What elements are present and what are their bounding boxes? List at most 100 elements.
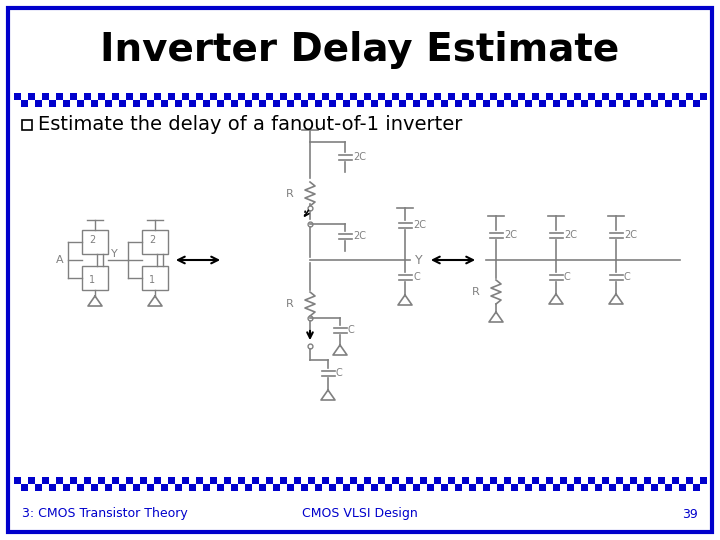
Bar	[140, 93, 147, 100]
Bar	[378, 484, 385, 491]
Bar	[427, 477, 434, 484]
Bar	[224, 484, 231, 491]
Bar	[203, 477, 210, 484]
Bar	[427, 93, 434, 100]
Bar	[84, 477, 91, 484]
Bar	[504, 93, 511, 100]
Bar	[609, 477, 616, 484]
Text: 2C: 2C	[353, 231, 366, 241]
Bar	[70, 484, 77, 491]
Bar	[679, 93, 686, 100]
Bar	[210, 93, 217, 100]
Bar	[539, 93, 546, 100]
Bar	[532, 100, 539, 107]
Bar	[189, 477, 196, 484]
Bar	[392, 484, 399, 491]
Bar	[420, 477, 427, 484]
Bar	[315, 477, 322, 484]
Bar	[595, 100, 602, 107]
Bar	[490, 100, 497, 107]
Bar	[623, 484, 630, 491]
Text: C: C	[564, 272, 571, 282]
Bar	[686, 100, 693, 107]
Bar	[525, 100, 532, 107]
Bar	[301, 100, 308, 107]
Bar	[364, 93, 371, 100]
Bar	[49, 484, 56, 491]
Bar	[126, 484, 133, 491]
Text: 1: 1	[149, 275, 155, 285]
Text: 1: 1	[89, 275, 95, 285]
Bar	[532, 93, 539, 100]
Bar	[217, 100, 224, 107]
Bar	[77, 93, 84, 100]
Bar	[35, 93, 42, 100]
Bar	[686, 477, 693, 484]
Bar	[49, 100, 56, 107]
Bar	[82, 266, 108, 290]
Bar	[189, 100, 196, 107]
Bar	[511, 477, 518, 484]
Bar	[350, 484, 357, 491]
Bar	[602, 100, 609, 107]
Bar	[546, 484, 553, 491]
Bar	[280, 484, 287, 491]
Bar	[196, 93, 203, 100]
Bar	[217, 477, 224, 484]
Bar	[658, 100, 665, 107]
Bar	[462, 100, 469, 107]
Bar	[28, 93, 35, 100]
Bar	[343, 100, 350, 107]
Bar	[469, 100, 476, 107]
Bar	[469, 477, 476, 484]
Text: Y: Y	[111, 249, 118, 259]
Bar	[581, 484, 588, 491]
Bar	[385, 484, 392, 491]
Bar	[196, 484, 203, 491]
Bar	[175, 477, 182, 484]
Bar	[658, 477, 665, 484]
Text: C: C	[336, 368, 343, 378]
Bar	[434, 477, 441, 484]
Bar	[112, 93, 119, 100]
Text: 2C: 2C	[413, 220, 426, 230]
Bar	[343, 484, 350, 491]
Bar	[77, 100, 84, 107]
Bar	[294, 93, 301, 100]
Bar	[56, 477, 63, 484]
Bar	[126, 100, 133, 107]
Bar	[679, 484, 686, 491]
Bar	[259, 100, 266, 107]
Bar	[385, 477, 392, 484]
Bar	[343, 477, 350, 484]
Bar	[322, 93, 329, 100]
Bar	[161, 477, 168, 484]
Bar	[147, 93, 154, 100]
Bar	[98, 484, 105, 491]
Text: A: A	[56, 255, 64, 265]
Bar	[21, 93, 28, 100]
Bar	[504, 477, 511, 484]
Bar	[161, 93, 168, 100]
Bar	[686, 93, 693, 100]
Bar	[357, 93, 364, 100]
Bar	[294, 484, 301, 491]
Bar	[399, 93, 406, 100]
Bar	[560, 93, 567, 100]
Bar	[434, 93, 441, 100]
Bar	[42, 477, 49, 484]
Bar	[581, 477, 588, 484]
Bar	[637, 93, 644, 100]
Bar	[266, 93, 273, 100]
Bar	[322, 477, 329, 484]
Bar	[462, 484, 469, 491]
Bar	[77, 477, 84, 484]
Text: R: R	[287, 299, 294, 309]
Bar	[119, 484, 126, 491]
Bar	[665, 484, 672, 491]
Bar	[518, 477, 525, 484]
Bar	[105, 484, 112, 491]
Bar	[133, 484, 140, 491]
Bar	[161, 100, 168, 107]
Bar	[231, 93, 238, 100]
